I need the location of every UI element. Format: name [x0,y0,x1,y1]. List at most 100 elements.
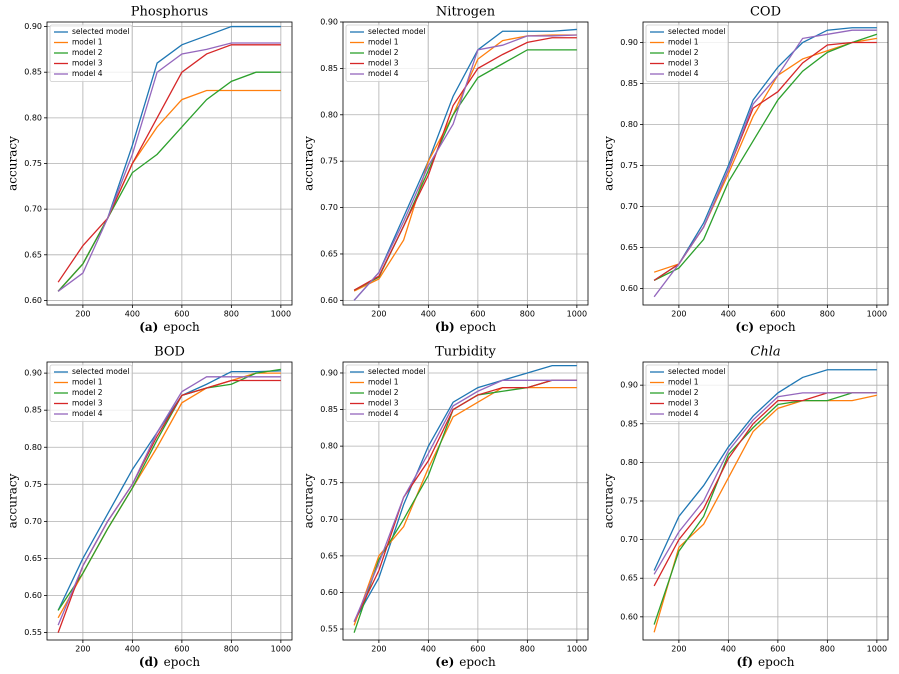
legend-label: model 3 [72,399,103,408]
chart-title: Nitrogen [436,5,496,20]
x-tick-label: 1000 [271,310,291,319]
x-tick-label: 200 [371,310,386,319]
y-tick-label: 0.65 [320,249,338,258]
y-tick-label: 0.55 [320,625,338,634]
legend-label: model 1 [368,378,399,387]
series-line [353,379,577,622]
y-tick-label: 0.85 [320,405,338,414]
caption-label: (b) [435,320,455,334]
subplot: 0.55 0.60 0.65 0.70 0.75 0.80 0.85 0.90 200 400 60… [6,345,293,669]
x-axis-label: (f) epoch [737,655,795,669]
y-tick-label: 0.60 [24,296,42,305]
y-tick-label: 0.70 [320,515,338,524]
y-tick-label: 0.90 [620,38,638,47]
x-tick-label: 400 [125,310,140,319]
x-tick-label: 400 [721,310,736,319]
x-tick-label: 600 [174,645,189,654]
y-tick-label: 0.85 [24,406,42,415]
legend-label: model 4 [668,69,699,78]
x-axis-label: (a) epoch [139,320,200,334]
y-tick-label: 0.90 [320,368,338,377]
x-tick-label: 400 [421,645,436,654]
x-axis-label: (e) epoch [435,655,496,669]
y-axis-label: accuracy [302,473,316,528]
legend-label: model 3 [368,399,399,408]
y-tick-label: 0.65 [24,250,42,259]
legend-label: model 2 [668,48,699,57]
y-tick-label: 0.55 [24,628,42,637]
y-tick-label: 0.80 [620,120,638,129]
y-tick-label: 0.65 [620,243,638,252]
x-tick-label: 800 [520,310,535,319]
y-tick-label: 0.60 [620,284,638,293]
y-tick-label: 0.70 [620,202,638,211]
axes-frame [342,361,589,641]
x-tick-label: 800 [224,310,239,319]
x-axis-title: epoch [460,320,497,334]
caption-label: (a) [139,320,158,334]
x-tick-label: 600 [770,645,785,654]
series-line [653,392,877,625]
axes-frame [46,21,293,306]
legend-label: model 1 [668,378,699,387]
x-axis-label: (c) epoch [735,320,795,334]
legend-label: selected model [368,367,425,376]
series-line [653,27,877,281]
y-tick-label: 0.80 [320,110,338,119]
x-tick-label: 600 [470,310,485,319]
series-line [653,369,877,571]
x-axis-title: epoch [163,320,200,334]
caption-label: (e) [435,655,454,669]
x-tick-label: 200 [671,645,686,654]
y-tick-label: 0.85 [620,419,638,428]
chart-title: Turbidity [435,345,496,360]
legend-label: model 4 [368,409,399,418]
y-tick-label: 0.85 [24,68,42,77]
series-line [653,33,878,281]
y-axis-label: accuracy [6,473,20,528]
y-tick-label: 0.85 [620,79,638,88]
y-tick-label: 0.90 [24,369,42,378]
series-line [653,29,877,298]
x-tick-label: 200 [75,310,90,319]
legend-label: model 3 [368,59,399,68]
x-tick-label: 600 [770,310,785,319]
legend-box [49,24,133,82]
series-line [653,394,877,633]
subplot: 0.55 0.60 0.65 0.70 0.75 0.80 0.85 0.90 200 400 60… [302,345,589,669]
y-tick-label: 0.65 [320,551,338,560]
legend-label: model 2 [72,388,103,397]
axes-frame [342,21,589,306]
x-tick-label: 800 [820,645,835,654]
y-tick-label: 0.75 [24,159,42,168]
series-line [57,71,281,292]
x-axis-title: epoch [759,320,796,334]
y-tick-label: 0.60 [620,612,638,621]
subplot: 0.60 0.65 0.70 0.75 0.80 0.85 0.90 200 400 600 800… [602,345,889,669]
axes-frame [642,361,889,641]
legend-label: model 1 [72,378,103,387]
y-tick-label: 0.90 [24,22,42,31]
y-tick-label: 0.70 [24,517,42,526]
subplot: 0.60 0.65 0.70 0.75 0.80 0.85 0.90 200 400 600 800… [302,5,589,334]
legend-label: model 3 [72,59,103,68]
y-tick-label: 0.90 [620,381,638,390]
legend-label: selected model [668,27,725,36]
caption-label: (d) [139,655,159,669]
x-axis-label: (b) epoch [435,320,496,334]
x-tick-label: 800 [520,645,535,654]
y-tick-label: 0.80 [24,113,42,122]
series-line [57,44,281,283]
y-tick-label: 0.60 [320,588,338,597]
y-tick-label: 0.80 [320,442,338,451]
legend-label: model 2 [368,388,399,397]
x-tick-label: 200 [671,310,686,319]
series-line [353,379,577,622]
legend-label: model 3 [668,59,699,68]
series-line [57,368,281,611]
series-line [57,370,281,611]
axes-frame [46,361,293,641]
x-tick-label: 1000 [867,645,887,654]
x-axis-title: epoch [758,655,795,669]
